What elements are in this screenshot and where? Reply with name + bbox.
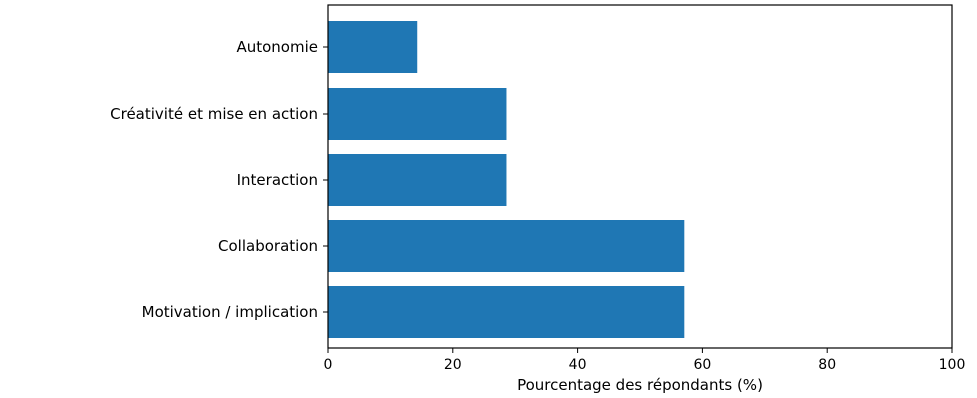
category-label: Créativité et mise en action	[110, 105, 318, 123]
x-tick-label: 40	[569, 357, 587, 373]
category-label: Motivation / implication	[142, 303, 318, 321]
category-label: Collaboration	[218, 237, 318, 255]
x-tick-label: 80	[818, 357, 836, 373]
x-axis-ticks: 0 20 40 60 80 100	[324, 348, 966, 373]
bar	[328, 154, 507, 206]
bar	[328, 286, 685, 338]
x-tick-label: 60	[693, 357, 711, 373]
x-tick-label: 20	[444, 357, 462, 373]
bar	[328, 21, 418, 73]
category-labels: Autonomie Créativité et mise en action Int…	[110, 38, 328, 321]
bar	[328, 220, 685, 272]
plot-frame	[327, 4, 953, 349]
bar	[328, 88, 507, 140]
category-label: Interaction	[237, 171, 318, 189]
x-tick-label: 100	[939, 357, 966, 373]
category-label: Autonomie	[236, 38, 318, 56]
x-tick-label: 0	[324, 357, 333, 373]
x-axis-label: Pourcentage des répondants (%)	[517, 376, 763, 394]
bars-group	[328, 21, 685, 338]
